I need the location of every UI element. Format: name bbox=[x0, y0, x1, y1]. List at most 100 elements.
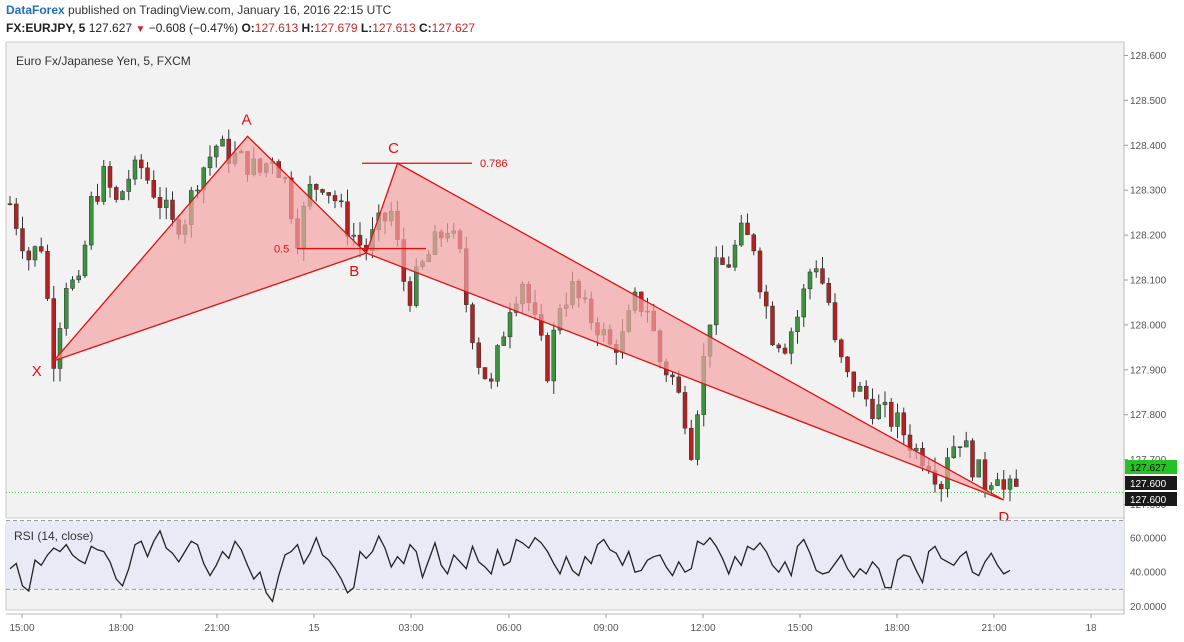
candle bbox=[332, 195, 338, 202]
candle bbox=[39, 246, 44, 252]
candle bbox=[745, 222, 750, 235]
x-tick-label: 15 bbox=[308, 623, 320, 634]
y-tick-label: 128.100 bbox=[1130, 276, 1167, 287]
x-tick-label: 21:00 bbox=[981, 623, 1006, 634]
candle bbox=[739, 222, 744, 246]
candle bbox=[982, 459, 988, 490]
candle bbox=[220, 138, 225, 147]
chart-title: Euro Fx/Japanese Yen, 5, FXCM bbox=[16, 54, 191, 68]
candle bbox=[551, 329, 556, 382]
y-tick-label: 128.400 bbox=[1130, 141, 1167, 152]
price-label: 127.627 bbox=[1130, 463, 1167, 474]
rsi-tick-label: 20.0000 bbox=[1130, 602, 1167, 613]
x-tick-label: 15:00 bbox=[787, 623, 812, 634]
pattern-point-b: B bbox=[349, 263, 359, 280]
x-tick-label: 18 bbox=[1085, 623, 1097, 634]
symbol-label: FX:EURJPY, 5 bbox=[6, 21, 86, 35]
candle bbox=[139, 159, 144, 169]
candle bbox=[76, 275, 81, 281]
candle bbox=[695, 414, 700, 460]
y-tick-label: 127.900 bbox=[1130, 365, 1167, 376]
rsi-label: RSI (14, close) bbox=[14, 529, 93, 543]
close-label: C: bbox=[418, 21, 432, 35]
candle bbox=[795, 316, 800, 333]
candle bbox=[1014, 478, 1019, 487]
x-tick-label: 09:00 bbox=[593, 623, 618, 634]
candle bbox=[64, 288, 69, 329]
high-label: H: bbox=[301, 21, 315, 35]
candle bbox=[939, 483, 944, 490]
candle bbox=[714, 257, 719, 326]
candle bbox=[720, 257, 725, 265]
candle bbox=[339, 200, 344, 203]
candle bbox=[470, 304, 475, 344]
price-label-box bbox=[1125, 460, 1177, 474]
candle bbox=[57, 328, 63, 369]
candle bbox=[545, 335, 550, 382]
candle bbox=[951, 446, 956, 458]
candle bbox=[864, 385, 869, 400]
candle bbox=[676, 376, 681, 393]
candle bbox=[489, 378, 494, 382]
candle bbox=[989, 485, 994, 490]
candle bbox=[495, 345, 500, 382]
candle bbox=[214, 145, 219, 158]
candle bbox=[1001, 479, 1006, 490]
candle bbox=[164, 199, 169, 208]
candle bbox=[120, 191, 125, 200]
candle bbox=[970, 440, 975, 478]
candle bbox=[807, 271, 813, 290]
candle bbox=[26, 250, 31, 261]
candle bbox=[507, 312, 513, 338]
candle bbox=[95, 196, 100, 202]
candle bbox=[501, 336, 506, 346]
close-value: 127.627 bbox=[431, 21, 476, 35]
candle bbox=[145, 167, 150, 181]
candle bbox=[964, 440, 969, 448]
candle bbox=[776, 344, 781, 349]
x-tick-label: 12:00 bbox=[690, 623, 715, 634]
candle bbox=[51, 298, 56, 369]
candle bbox=[789, 331, 794, 354]
candle bbox=[407, 281, 413, 306]
candle bbox=[151, 180, 156, 198]
candle bbox=[351, 234, 356, 237]
pattern-point-a: A bbox=[241, 111, 251, 128]
candle bbox=[889, 401, 894, 427]
candle bbox=[45, 250, 50, 299]
y-tick-label: 128.300 bbox=[1130, 186, 1167, 197]
open-value: 127.613 bbox=[254, 21, 299, 35]
low-label: L: bbox=[360, 21, 373, 35]
rsi-line bbox=[9, 529, 1011, 603]
candle bbox=[682, 392, 688, 429]
open-label: O: bbox=[241, 21, 255, 35]
candle bbox=[895, 412, 900, 427]
candle bbox=[670, 374, 675, 378]
x-tick-label: 15:00 bbox=[9, 623, 34, 634]
candle bbox=[801, 288, 806, 318]
candle bbox=[107, 166, 113, 188]
candle bbox=[814, 268, 819, 273]
candle bbox=[195, 189, 200, 192]
candle bbox=[820, 268, 825, 284]
candle bbox=[870, 398, 875, 420]
price-change: −0.608 (−0.47%) bbox=[148, 21, 239, 35]
candle bbox=[482, 367, 488, 380]
y-tick-label: 128.000 bbox=[1130, 320, 1167, 331]
candle bbox=[82, 244, 88, 277]
candle bbox=[476, 342, 481, 368]
candle bbox=[882, 401, 888, 406]
candle bbox=[751, 234, 756, 252]
rsi-tick-label: 40.0000 bbox=[1130, 568, 1167, 579]
candle bbox=[126, 178, 131, 192]
fib-label-0-786: 0.786 bbox=[480, 158, 508, 170]
candle bbox=[770, 305, 775, 346]
candle bbox=[14, 203, 19, 229]
candle bbox=[1007, 478, 1013, 490]
publisher-name[interactable]: DataForex bbox=[6, 3, 65, 17]
candle bbox=[876, 404, 881, 420]
pattern-point-d: D bbox=[998, 509, 1009, 526]
candle bbox=[995, 479, 1000, 486]
publish-info: DataForex published on TradingView.com, … bbox=[6, 3, 391, 17]
